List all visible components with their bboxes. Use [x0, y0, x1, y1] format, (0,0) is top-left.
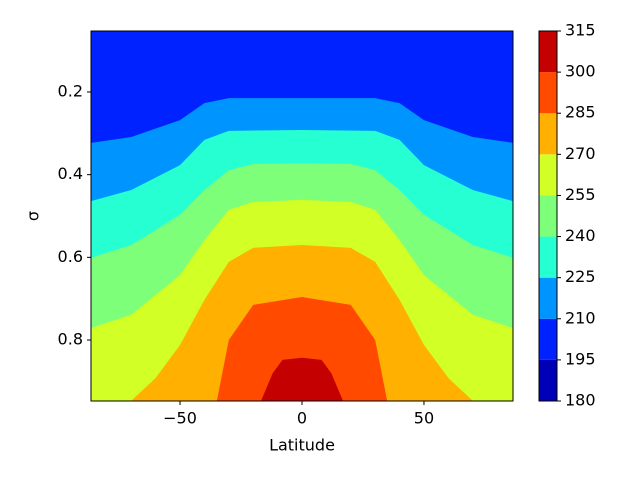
x-tick-label: 50 [414, 409, 434, 428]
x-tick-label: −50 [163, 409, 197, 428]
colorbar-band [539, 72, 557, 114]
colorbar-tick-label: 240 [565, 226, 596, 245]
plot-area [91, 31, 513, 401]
colorbar-tick-label: 315 [565, 21, 596, 40]
y-axis-label: σ [24, 211, 43, 221]
colorbar-frame [538, 30, 558, 402]
colorbar-tick-label: 225 [565, 267, 596, 286]
y-tick-label: 0.2 [58, 81, 83, 100]
contour-region [260, 357, 344, 401]
colorbar-tick-label: 270 [565, 144, 596, 163]
colorbar-band [539, 318, 557, 360]
contour-region [216, 297, 388, 401]
colorbar-tick-label: 255 [565, 185, 596, 204]
x-axis-label: Latitude [269, 436, 335, 455]
colorbar-tick-label: 195 [565, 349, 596, 368]
colorbar-tick-label: 180 [565, 391, 596, 410]
colorbar-band [539, 113, 557, 155]
colorbar-tick-label: 285 [565, 103, 596, 122]
colorbar-tick-label: 210 [565, 308, 596, 327]
colorbar-band [539, 195, 557, 237]
y-tick-label: 0.4 [58, 164, 83, 183]
colorbar-tick-label: 300 [565, 62, 596, 81]
y-tick-label: 0.6 [58, 247, 83, 266]
x-tick-label: 0 [297, 409, 307, 428]
colorbar-band [539, 31, 557, 73]
colorbar-band [539, 277, 557, 319]
colorbar-band [539, 236, 557, 278]
colorbar-band [539, 154, 557, 196]
y-tick-label: 0.8 [58, 330, 83, 349]
colorbar-band [539, 359, 557, 401]
